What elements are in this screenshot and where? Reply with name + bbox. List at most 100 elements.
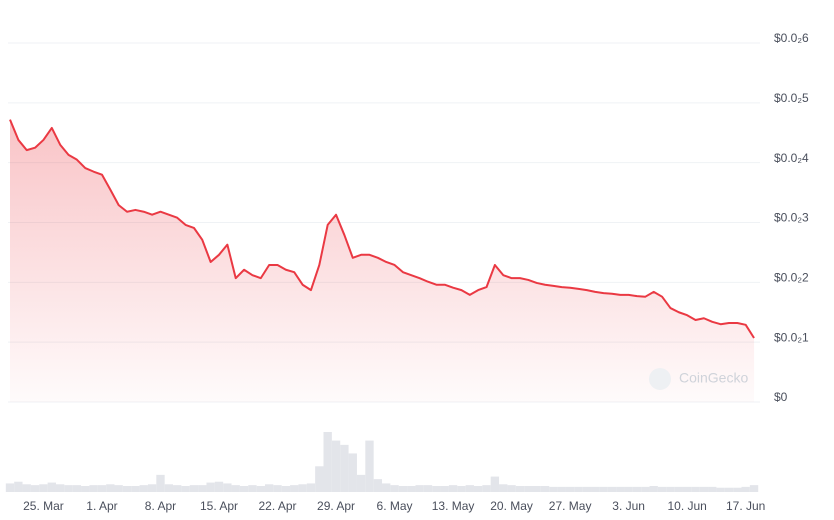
x-tick-label: 20. May <box>490 499 533 513</box>
volume-bar <box>565 486 575 492</box>
volume-bar <box>457 486 466 492</box>
volume-bar <box>306 483 316 492</box>
volume-bar <box>198 485 207 492</box>
x-tick-label: 8. Apr <box>145 499 176 513</box>
x-tick-label: 10. Jun <box>667 499 706 513</box>
y-tick-label: $0.0₂1 <box>774 330 809 344</box>
volume-bar <box>641 486 650 492</box>
volume-bar <box>507 485 516 492</box>
volume-bar <box>423 485 433 492</box>
volume-bar <box>657 486 667 492</box>
volume-bar <box>599 486 608 492</box>
volume-bar <box>323 432 332 492</box>
volume-bar <box>749 485 759 492</box>
volume-bar <box>373 479 383 492</box>
volume-bar <box>181 486 190 492</box>
volume-bar <box>440 486 449 492</box>
volume-bar <box>97 485 107 492</box>
volume-bar <box>47 482 56 492</box>
volume-bar <box>649 486 658 492</box>
y-tick-label: $0.0₂4 <box>774 151 809 165</box>
volume-bar <box>632 486 642 492</box>
volume-bar <box>206 482 215 492</box>
volume-bar <box>214 481 224 492</box>
volume-bar <box>666 486 675 492</box>
volume-bar <box>532 486 541 492</box>
volume-bar <box>340 444 349 492</box>
y-tick-label: $0.0₂2 <box>774 271 809 285</box>
y-tick-label: $0.0₂3 <box>774 211 809 225</box>
volume-bar <box>557 486 566 492</box>
volume-bar <box>724 487 734 492</box>
volume-bar <box>72 485 82 492</box>
volume-bar <box>607 486 617 492</box>
volume-bar <box>515 486 525 492</box>
volume-bar <box>131 486 140 492</box>
volume-bar <box>290 485 299 492</box>
price-line <box>9 119 755 339</box>
x-tick-label: 27. May <box>549 499 592 513</box>
volume-bar <box>298 484 307 492</box>
volume-bar <box>256 486 265 492</box>
volume-bar <box>591 486 600 492</box>
volume-bar <box>448 485 458 492</box>
volume-bar <box>315 466 324 492</box>
volume-bar <box>699 486 709 492</box>
volume-bar <box>582 486 592 492</box>
volume-bar <box>147 484 157 492</box>
watermark-logo <box>649 368 671 390</box>
watermark: CoinGecko <box>649 368 748 390</box>
volume-bar <box>407 486 416 492</box>
volume-bar <box>348 453 357 492</box>
volume-bar <box>30 485 40 492</box>
x-tick-label: 22. Apr <box>259 499 297 513</box>
volume-bar <box>524 486 533 492</box>
volume-bar <box>365 440 374 492</box>
x-tick-label: 3. Jun <box>612 499 645 513</box>
x-tick-label: 29. Apr <box>317 499 355 513</box>
y-tick-label: $0.0₂5 <box>774 91 809 105</box>
volume-bar <box>122 486 132 492</box>
volume-bar <box>164 484 174 492</box>
volume-bar <box>624 486 633 492</box>
volume-bar <box>189 485 199 492</box>
volume-bar <box>716 487 725 492</box>
x-tick-label: 17. Jun <box>726 499 765 513</box>
x-tick-label: 25. Mar <box>23 499 64 513</box>
volume-bar <box>173 485 182 492</box>
y-tick-label: $0 <box>774 390 788 404</box>
volume-bar <box>482 485 491 492</box>
volume-bar <box>331 440 341 492</box>
volume-bar <box>64 485 73 492</box>
volume-bar <box>708 486 717 492</box>
volume-bar <box>248 485 257 492</box>
volume-bar <box>674 486 683 492</box>
volume-bar <box>549 486 558 492</box>
watermark-text: CoinGecko <box>679 370 748 386</box>
x-tick-label: 1. Apr <box>86 499 117 513</box>
volume-bar <box>239 486 249 492</box>
volume-bar <box>490 476 500 492</box>
volume-bar <box>682 486 692 492</box>
volume-bar <box>273 485 282 492</box>
volume-bar <box>156 474 165 492</box>
x-tick-label: 15. Apr <box>200 499 238 513</box>
volume-bar <box>691 486 700 492</box>
volume-bar <box>281 486 291 492</box>
volume-bar <box>465 485 474 492</box>
volume-bar <box>432 486 441 492</box>
volume-bar <box>356 474 366 492</box>
volume-bar <box>81 486 90 492</box>
volume-bar <box>89 485 98 492</box>
volume-bar <box>5 483 15 492</box>
y-tick-label: $0.0₂6 <box>774 31 809 45</box>
volume-bar <box>231 485 240 492</box>
x-tick-label: 6. May <box>377 499 413 513</box>
volume-bar <box>14 481 23 492</box>
volume-bar <box>499 484 508 492</box>
volume-bar <box>741 486 750 492</box>
volume-bar <box>390 485 399 492</box>
volume-bar <box>540 486 550 492</box>
volume-bar <box>22 484 31 492</box>
